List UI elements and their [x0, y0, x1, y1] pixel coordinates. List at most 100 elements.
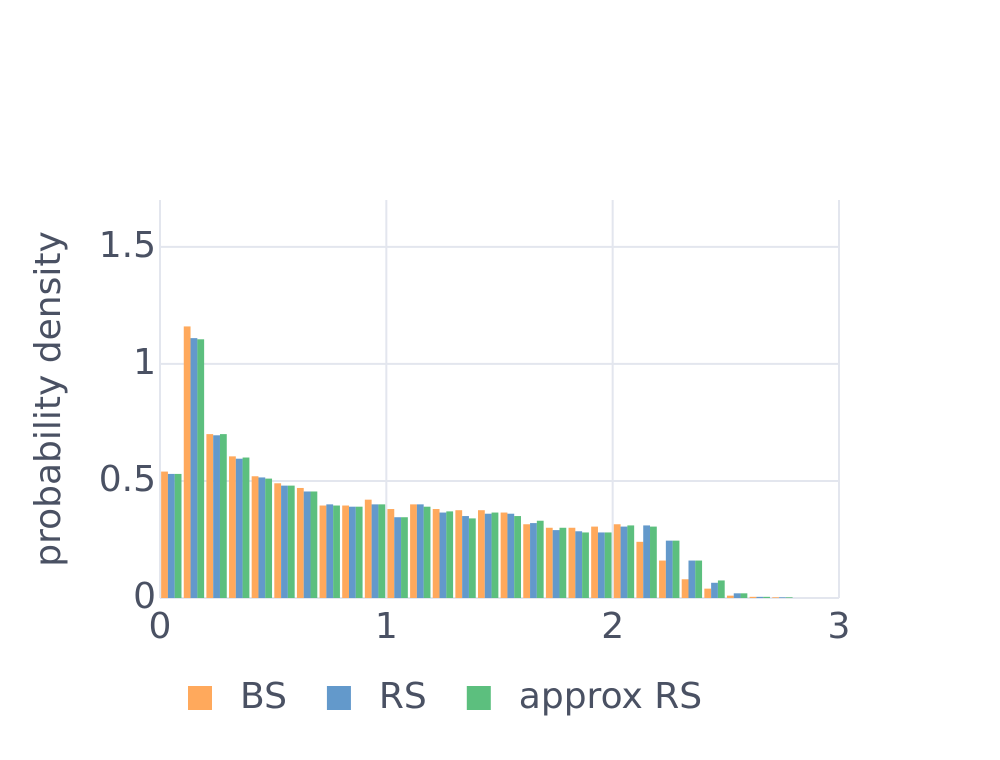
bar [319, 505, 327, 598]
bar [507, 513, 515, 598]
legend-label: RS [379, 676, 427, 717]
bar [785, 597, 793, 598]
bar [190, 338, 198, 598]
bar [242, 457, 250, 598]
bar [161, 471, 168, 598]
bar [756, 596, 764, 598]
bar [597, 532, 605, 598]
bar [665, 540, 673, 598]
bar [432, 509, 440, 598]
bar [604, 532, 612, 598]
bar [650, 526, 657, 598]
bar [229, 456, 236, 598]
bar [620, 526, 628, 598]
y-tick-label: 1.5 [99, 225, 156, 266]
bar [575, 531, 583, 598]
bar [281, 485, 288, 598]
bar [523, 524, 531, 598]
bar [423, 506, 431, 598]
bar [348, 506, 356, 598]
bar [183, 326, 191, 598]
bar [387, 509, 395, 598]
bar [733, 593, 741, 598]
bar [688, 560, 696, 598]
bar [167, 473, 175, 598]
bar [536, 520, 544, 598]
bar [726, 595, 734, 598]
bar [251, 476, 259, 598]
bar [410, 504, 417, 598]
bar [568, 527, 576, 598]
bar [364, 499, 372, 598]
bar [439, 512, 447, 598]
bar [197, 339, 205, 598]
y-tick-label: 1 [133, 342, 156, 383]
y-axis-title: probability density [28, 231, 69, 567]
bar [695, 560, 703, 598]
bar [672, 540, 680, 598]
bar [274, 483, 282, 598]
bar [772, 597, 780, 598]
bar [552, 530, 560, 598]
bar [394, 517, 402, 598]
bar [416, 504, 424, 598]
bar [310, 491, 318, 598]
bar [258, 477, 266, 598]
bar [500, 512, 508, 598]
legend-swatch [466, 686, 491, 710]
legend-swatch [326, 686, 351, 710]
legend-label: BS [240, 676, 287, 717]
bar [613, 524, 621, 598]
bar [477, 510, 485, 598]
bar [514, 516, 522, 598]
bar [446, 511, 454, 598]
bar [591, 526, 598, 598]
bar [545, 527, 553, 598]
bar [530, 523, 537, 598]
bar [174, 473, 182, 598]
x-tick-label: 0 [149, 606, 172, 647]
bar [219, 434, 227, 598]
bar [462, 516, 469, 598]
legend-label: approx RS [519, 676, 702, 717]
x-tick-label: 2 [601, 606, 624, 647]
bar [636, 541, 644, 598]
bar [265, 478, 273, 598]
bar [717, 580, 725, 598]
bar [643, 525, 651, 598]
bar [704, 588, 712, 598]
bar [681, 579, 689, 598]
bar [287, 485, 295, 598]
bar [749, 596, 757, 598]
legend-swatch [188, 686, 212, 710]
bar [401, 517, 408, 598]
bar [371, 504, 379, 598]
bar [711, 582, 718, 598]
bar [235, 458, 243, 598]
bar [740, 593, 748, 598]
bar [206, 434, 214, 598]
bar [779, 597, 786, 598]
bar [333, 505, 340, 598]
y-tick-label: 0 [133, 576, 156, 617]
bar [559, 527, 567, 598]
bar [342, 505, 349, 598]
bar [627, 525, 635, 598]
bar [355, 506, 363, 598]
bar [296, 487, 304, 598]
bar [455, 510, 463, 598]
bar [213, 435, 220, 598]
bar [378, 504, 386, 598]
bar [326, 504, 334, 598]
bar [468, 518, 476, 598]
bar [303, 491, 311, 598]
bar [763, 596, 770, 598]
bar [484, 513, 492, 598]
bar [491, 512, 499, 598]
y-tick-label: 0.5 [99, 459, 156, 500]
x-tick-label: 1 [375, 606, 398, 647]
bar [582, 532, 589, 598]
x-tick-label: 3 [828, 606, 851, 647]
bar [659, 560, 666, 598]
